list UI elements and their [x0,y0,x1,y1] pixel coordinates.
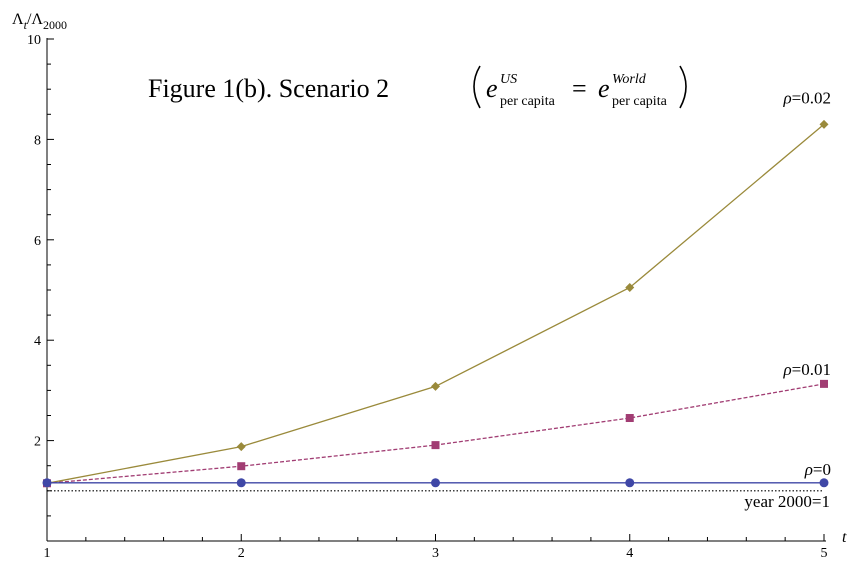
y-axis-label: Λt/Λ2000 [12,11,67,32]
y-axis-label-lambda-t: Λ [12,11,24,28]
title-rhs-sub: per capita [612,94,668,109]
y-axis-label-sub-t: t [24,18,28,32]
x-axis-label: t [842,529,847,546]
series-point [820,379,828,388]
y-tick-label: 2 [34,435,41,450]
x-tick-label: 4 [626,546,633,561]
series-point [236,478,246,488]
y-axis: 2 4 6 8 10 [27,33,54,541]
x-tick-label: 2 [238,546,245,561]
series-line [46,123,825,484]
chart-title: Figure 1(b). Scenario 2 e US per capita … [148,65,687,109]
title-left-paren [473,65,481,109]
title-main: Figure 1(b). Scenario 2 [148,74,389,103]
title-lhs-sup: US [500,72,517,87]
x-tick-label: 1 [44,546,51,561]
series-label-rho: ρ [782,88,791,107]
series-label: ρ=0.01 [782,360,831,379]
series-point [819,478,829,488]
series-point [625,414,634,423]
y-axis-label-slash: / [27,11,32,28]
y-tick-label: 6 [34,234,41,249]
y-axis-label-lambda-2000: Λ [31,11,43,28]
series-labels-group: ρ=0.02ρ=0.01ρ=0 [782,88,831,478]
series-point [236,442,246,452]
title-lhs-sub: per capita [500,94,556,109]
series-label-value: =0.02 [792,88,831,107]
series-point [431,478,440,488]
reference-line-group: year 2000=1 [47,490,830,511]
series-point [237,462,246,471]
series-line [46,383,825,484]
y-axis-label-sub-2000: 2000 [43,18,67,32]
x-axis: 1 2 3 4 5 [44,534,828,561]
x-tick-label: 5 [821,546,828,561]
reference-line-label: year 2000=1 [744,492,830,511]
series-label-value: =0 [813,460,831,479]
y-tick-label: 4 [34,334,41,349]
title-rhs-sup: World [612,72,647,87]
series-label: ρ=0.02 [782,88,831,107]
title-right-paren [679,65,687,109]
series-label: ρ=0 [804,460,831,479]
series-point [431,441,440,450]
series-label-rho: ρ [804,460,813,479]
series-label-value: =0.01 [792,360,831,379]
y-tick-label: 8 [34,133,41,148]
series-group [42,119,829,488]
series-point [819,119,829,129]
x-tick-label: 3 [432,546,439,561]
series-point [42,478,52,488]
y-tick-label: 10 [27,33,41,48]
series-point [431,381,440,391]
series-point [625,478,635,488]
series-label-rho: ρ [782,360,791,379]
title-lhs-base: e [486,74,498,103]
series-point [625,282,635,292]
title-equals: = [572,74,587,103]
title-rhs-base: e [598,74,610,103]
